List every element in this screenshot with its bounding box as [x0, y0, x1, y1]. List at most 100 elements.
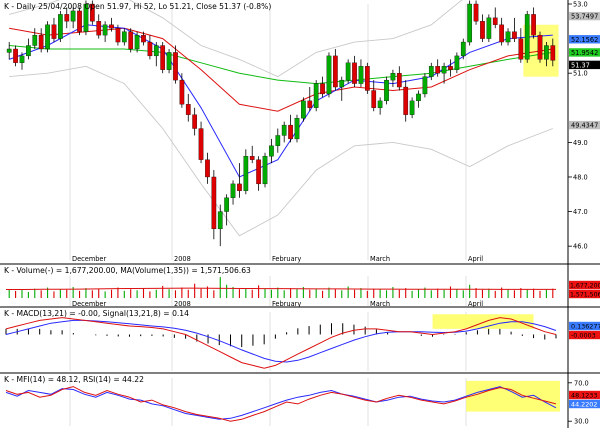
candle-body: [192, 114, 198, 129]
candle-body: [441, 66, 447, 74]
price-value-tag-label: 51.37: [571, 61, 590, 69]
candle-body: [505, 31, 511, 43]
candle-body: [428, 66, 434, 77]
price-x-label: March: [370, 255, 390, 263]
candle-body: [121, 31, 127, 43]
candle-body: [19, 55, 25, 63]
volume-x-label: March: [370, 300, 390, 308]
price-value-tag-label: 53.7497: [571, 13, 598, 21]
candle-body: [185, 104, 191, 115]
price-panel-bg: [0, 0, 600, 264]
candle-body: [454, 55, 460, 70]
oscillator-value-tag: [569, 390, 600, 400]
volume-x-label: 2008: [174, 300, 191, 308]
oscillator-y-tick-label: 30.0: [574, 418, 589, 426]
price-x-label: February: [272, 255, 301, 263]
candle-body: [339, 79, 345, 88]
volume-value-tag: [569, 289, 600, 299]
oscillator-y-tick-label: 70.0: [574, 379, 589, 387]
candle-body: [288, 124, 293, 140]
candle-body: [96, 21, 102, 36]
macd-value-tags: 0.136277-0.0003: [569, 321, 600, 340]
oscillator-lines: [5, 386, 557, 422]
candle-body: [198, 128, 204, 160]
candle-body: [467, 3, 473, 43]
bollinger-lower-line: [9, 65, 553, 237]
candle-body: [32, 34, 38, 46]
oscillator-highlight-box: [466, 380, 560, 412]
volume-value-tag-label: 1,677,200: [570, 283, 600, 290]
macd-x-gridlines: [69, 312, 467, 371]
candle-body: [409, 100, 415, 115]
candle-body: [537, 34, 543, 60]
candle-body: [89, 3, 95, 22]
price-x-label: 2008: [174, 255, 191, 263]
candle-body: [256, 159, 261, 185]
candle-body: [109, 24, 114, 29]
price-value-tag: [569, 120, 600, 130]
candle-body: [269, 145, 274, 157]
candle-body: [422, 76, 428, 95]
macd-value-tag: [569, 321, 600, 331]
candle-body: [224, 197, 229, 212]
oscillator-value-tag-label: 44.2202: [571, 401, 597, 409]
macd-value-tag: [569, 330, 600, 340]
candle-body: [58, 14, 63, 39]
macd-highlight-box: [432, 314, 534, 329]
candle-body: [141, 34, 146, 43]
price-y-tick-label: 46.0: [573, 243, 588, 251]
candle-body: [371, 90, 377, 108]
volume-x-label: December: [72, 300, 106, 308]
price-value-tag-label: 52.1562: [571, 36, 598, 44]
candle-body: [281, 124, 287, 136]
oscillator-value-tag: [569, 399, 600, 409]
candle-body: [115, 28, 121, 43]
price-y-ticks: 53.0 51.0 49.0 48.0 47.0 46.0: [568, 1, 588, 251]
price-y-tick-label: 47.0: [573, 208, 588, 216]
price-candles: [6, 0, 556, 247]
macd-histogram: [5, 323, 557, 348]
volume-value-tag: [569, 280, 600, 290]
candle-body: [26, 45, 31, 57]
volume-x-label: February: [272, 300, 301, 308]
candle-body: [345, 62, 351, 81]
volume-value-tag-label: 1,571,506: [570, 292, 600, 299]
price-x-label: April: [468, 255, 483, 263]
candle-body: [13, 48, 18, 63]
mfi-line: [5, 386, 557, 422]
macd-title: K - MACD(13,21) = -0.00, Signal(13,21,8)…: [4, 309, 189, 318]
volume-title: K - Volume(-) = 1,677,200.00, MA(Volume(…: [4, 266, 251, 275]
candle-body: [173, 52, 178, 81]
bollinger-upper-line: [9, 0, 463, 78]
candle-body: [275, 135, 281, 146]
candle-body: [531, 14, 536, 36]
candle-body: [480, 21, 485, 39]
candle-body: [524, 14, 530, 60]
candle-body: [166, 52, 172, 70]
price-panel: 53.051.049.048.047.046.0 53.749752.15625…: [0, 0, 600, 265]
candle-body: [128, 31, 134, 50]
candle-body: [102, 24, 108, 36]
volume-x-gridlines: [69, 276, 467, 306]
candle-body: [364, 66, 370, 91]
candle-body: [70, 10, 76, 22]
candle-body: [294, 118, 300, 140]
candle-body: [448, 66, 453, 70]
candle-body: [396, 73, 402, 88]
candle-body: [518, 38, 524, 60]
price-value-tag: [569, 11, 600, 21]
candle-body: [384, 79, 389, 102]
candle-body: [473, 3, 479, 22]
candle-body: [320, 83, 325, 95]
price-value-tag-label: 49.4347: [571, 122, 598, 130]
volume-value-tags: 1,677,200 1,571,506: [569, 280, 600, 299]
candle-body: [262, 156, 268, 185]
price-y-tick-label: 53.0: [573, 1, 588, 9]
price-value-tag: [569, 48, 600, 57]
volume-x-labels: December 2008 February March April: [72, 300, 483, 308]
candle-body: [64, 14, 70, 22]
candle-body: [243, 156, 249, 191]
